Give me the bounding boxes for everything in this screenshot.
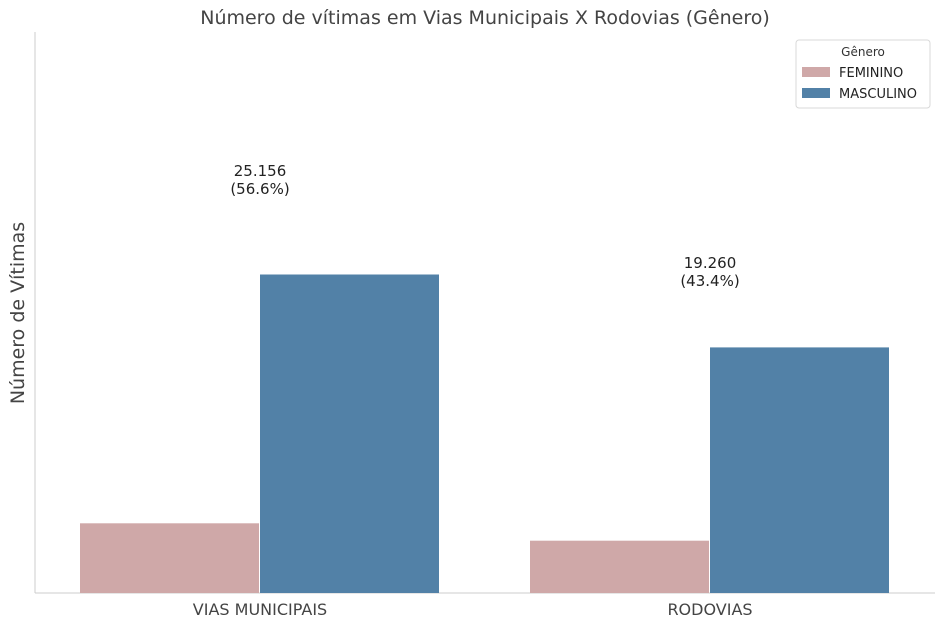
legend-swatch-masculino — [802, 88, 830, 98]
legend-items: FEMININO MASCULINO — [802, 66, 917, 102]
y-axis-label: Número de Vítimas — [7, 222, 29, 404]
data-label-1-1: (43.4%) — [680, 272, 739, 290]
x-tick-label: RODOVIAS — [667, 600, 752, 619]
chart-title: Número de vítimas em Vias Municipais X R… — [200, 7, 770, 29]
data-label-0-1: (56.6%) — [230, 180, 289, 198]
bar-masculino-1 — [710, 347, 889, 593]
legend: Gênero FEMININO MASCULINO — [795, 39, 931, 109]
legend-label-masculino: MASCULINO — [839, 87, 917, 102]
x-tick-labels-layer: VIAS MUNICIPAIS RODOVIAS — [193, 600, 753, 619]
bars-layer — [80, 274, 889, 593]
legend-swatch-feminino — [802, 67, 830, 77]
legend-label-feminino: FEMININO — [839, 66, 903, 81]
data-label-0-0: 25.156 — [234, 162, 287, 180]
bar-masculino-0 — [260, 274, 439, 593]
bar-feminino-1 — [530, 540, 709, 593]
legend-title: Gênero — [841, 45, 885, 59]
data-labels-layer: 25.156(56.6%) 19.260(43.4%) — [230, 162, 739, 290]
x-tick-label: VIAS MUNICIPAIS — [193, 600, 327, 619]
bar-feminino-0 — [80, 523, 259, 593]
data-label-1-0: 19.260 — [684, 254, 737, 272]
